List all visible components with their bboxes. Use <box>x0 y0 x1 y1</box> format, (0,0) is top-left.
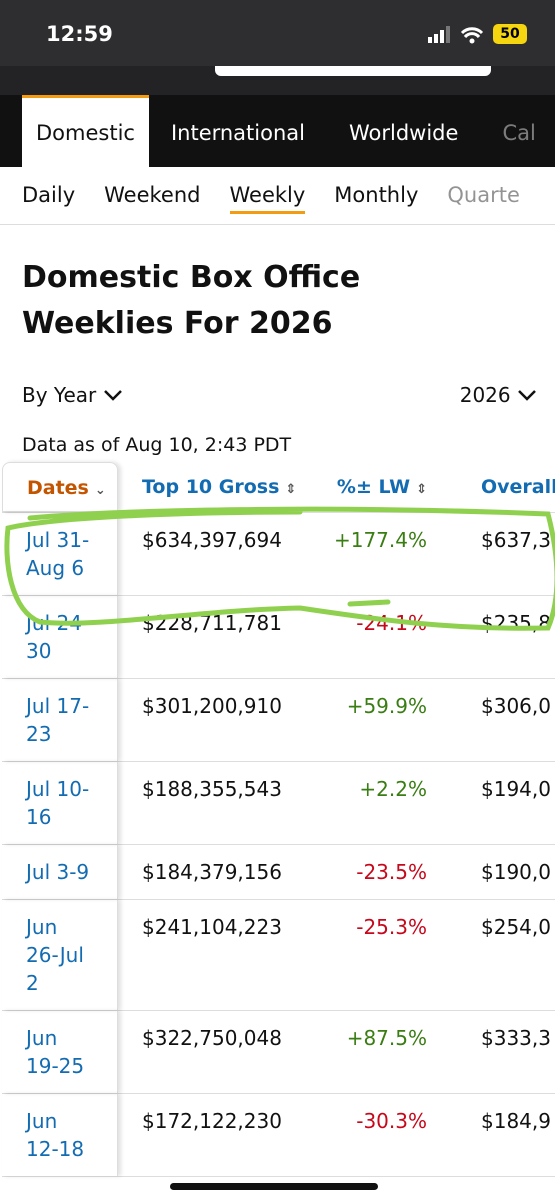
date-link[interactable]: Jul 3-9 <box>2 845 118 899</box>
period-tab[interactable]: Monthly <box>334 183 419 207</box>
region-tab[interactable]: Domestic <box>22 95 149 167</box>
search-box[interactable] <box>215 66 491 76</box>
status-bar: 12:59 50 <box>0 0 555 66</box>
column-header[interactable]: Overall <box>481 462 555 512</box>
overall: $235,8 <box>481 611 551 635</box>
table-header: Dates ⌄ Top 10 Gross ⇕ %± LW ⇕ Overall <box>2 462 555 513</box>
region-tabs: Domestic International Worldwide Cal <box>0 95 555 167</box>
date-link[interactable]: Jun 12-18 <box>2 1094 118 1176</box>
column-label: %± LW <box>336 476 411 498</box>
overall: $306,0 <box>481 694 551 718</box>
sort-icon: ⌄ <box>94 483 106 498</box>
period-tabs: Daily Weekend Weekly Monthly Quarte <box>0 167 555 225</box>
region-tab[interactable]: Cal <box>502 121 536 145</box>
home-indicator <box>170 1183 378 1190</box>
gross: $634,397,694 <box>142 528 282 552</box>
overall: $637,3 <box>481 528 551 552</box>
period-select[interactable]: By Year <box>22 383 123 407</box>
period-label: By Year <box>22 383 97 407</box>
date-link[interactable]: Jul 17-23 <box>2 679 118 761</box>
change: -25.3% <box>356 915 427 939</box>
period-tab[interactable]: Weekly <box>229 167 305 224</box>
gross: $172,122,230 <box>142 1109 282 1133</box>
date-link[interactable]: Jul 10-16 <box>2 762 118 844</box>
change: -30.3% <box>356 1109 427 1133</box>
column-label: Dates <box>27 477 89 499</box>
change: -23.5% <box>356 860 427 884</box>
change: +59.9% <box>346 694 427 718</box>
gross: $322,750,048 <box>142 1026 282 1050</box>
table-row: Jul 3-9 $184,379,156 -23.5% $190,0 <box>2 845 555 900</box>
data-note: Data as of Aug 10, 2:43 PDT <box>22 434 292 456</box>
table-row: Jul 17-23 $301,200,910 +59.9% $306,0 <box>2 679 555 762</box>
signal-wifi <box>428 26 484 44</box>
year-select[interactable]: 2026 <box>460 383 537 407</box>
page-title: Domestic Box Office Weeklies For 2026 <box>22 260 361 341</box>
chevron <box>103 390 122 401</box>
sort-icon: ⇕ <box>285 482 297 497</box>
overall: $184,9 <box>481 1109 551 1133</box>
battery: 50 <box>493 24 527 44</box>
overall: $333,3 <box>481 1026 551 1050</box>
table-row: Jul 10-16 $188,355,543 +2.2% $194,0 <box>2 762 555 845</box>
change: +2.2% <box>359 777 427 801</box>
column-header[interactable]: %± LW ⇕ <box>337 462 427 515</box>
region-tab[interactable]: Worldwide <box>348 121 459 145</box>
change: +87.5% <box>346 1026 427 1050</box>
column-label: Overall <box>481 476 555 498</box>
column-label: Top 10 Gross <box>142 476 280 498</box>
period-tab[interactable]: Weekend <box>104 183 201 207</box>
sort-icon: ⇕ <box>416 482 427 497</box>
column-header[interactable]: Top 10 Gross ⇕ <box>142 462 296 515</box>
date-link[interactable]: Jul 31-Aug 6 <box>2 513 118 595</box>
gross: $241,104,223 <box>142 915 282 939</box>
header-strip <box>0 66 555 95</box>
gross: $188,355,543 <box>142 777 282 801</box>
period-tab[interactable]: Quarte <box>447 183 520 207</box>
change: +177.4% <box>333 528 427 552</box>
column-header[interactable]: Dates ⌄ <box>2 462 118 512</box>
highlight-annotation <box>4 506 555 631</box>
weekly-table: Dates ⌄ Top 10 Gross ⇕ %± LW ⇕ Overall Jul 31-A… <box>2 462 555 1177</box>
table-row: Jul 31-Aug 6 $634,397,694 +177.4% $637,3 <box>2 513 555 596</box>
date-link[interactable]: Jun 19-25 <box>2 1011 118 1093</box>
overall: $194,0 <box>481 777 551 801</box>
table-row: Jun 26-Jul 2 $241,104,223 -25.3% $254,0 <box>2 900 555 1011</box>
clock: 12:59 <box>46 22 113 46</box>
chevron <box>518 390 536 401</box>
gross: $301,200,910 <box>142 694 282 718</box>
overall: $254,0 <box>481 915 551 939</box>
period-tab[interactable]: Daily <box>22 183 76 207</box>
date-link[interactable]: Jun 26-Jul 2 <box>2 900 118 1010</box>
gross: $184,379,156 <box>142 860 282 884</box>
year-label: 2026 <box>459 383 511 407</box>
table-row: Jun 19-25 $322,750,048 +87.5% $333,3 <box>2 1011 555 1094</box>
table-row: Jun 12-18 $172,122,230 -30.3% $184,9 <box>2 1094 555 1177</box>
region-tab[interactable]: International <box>170 121 305 145</box>
overall: $190,0 <box>481 860 551 884</box>
